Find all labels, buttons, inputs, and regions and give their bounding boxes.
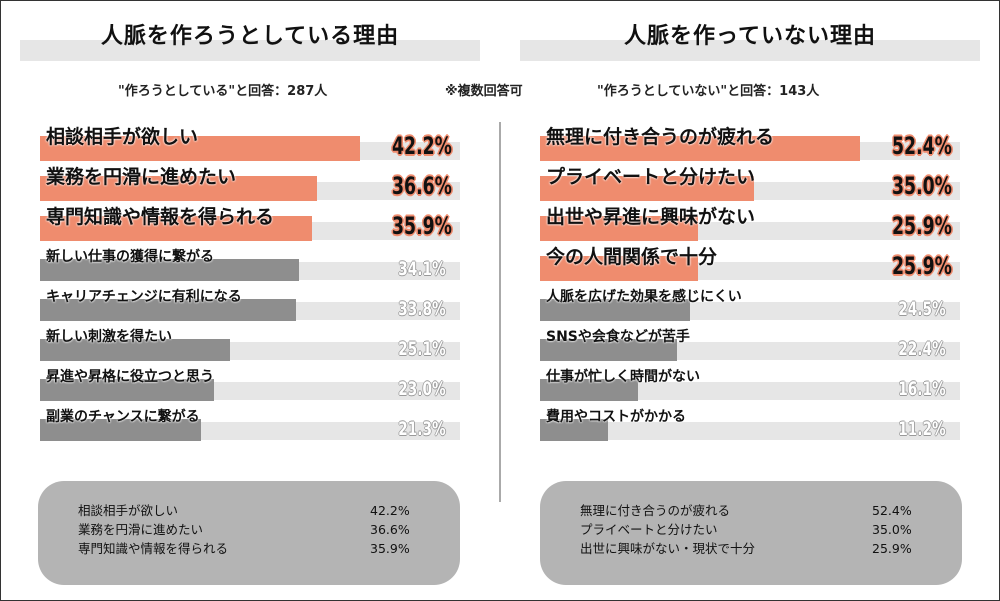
bar [40,176,318,201]
bar-category-label: 費用やコストがかかる [546,409,686,425]
bar-category-label: キャリアチェンジに有利になる [46,289,242,305]
right-summary-box: 無理に付き合うのが疲れる 52.4% プライベートと分けたい 35.0% 出世に興味… [540,481,962,585]
bar [40,216,313,241]
bar-category-label: 出世や昇進に興味がない [546,206,756,228]
left-summary-box: 相談相手が欲しい 42.2% 業務を円滑に進めたい 36.6% 専門知識や情報を得ら… [38,481,460,585]
bar [40,136,360,161]
summary-value: 35.0% [872,522,912,537]
summary-label: 無理に付き合うのが疲れる [580,503,731,518]
bar-value-label: 52.4% [892,132,952,160]
bar [540,299,690,321]
bar-category-label: 人脈を広げた効果を感じにくい [546,289,742,305]
bar-category-label: 業務を円滑に進めたい [46,166,237,188]
summary-row: 出世に興味がない・現状で十分 25.9% [580,539,922,558]
bar-value-label: 42.2% [392,132,452,160]
bar-row: 仕事が忙しく時間がない 16.1% [540,362,980,402]
bar-category-label: 専門知識や情報を得られる [46,206,275,228]
bar-value-label: 33.8% [398,298,446,320]
summary-value: 52.4% [872,503,912,518]
summary-value: 36.6% [370,522,410,537]
bar-category-label: 新しい刺激を得たい [46,329,172,345]
bar-value-label: 16.1% [898,378,946,400]
summary-label: 相談相手が欲しい [78,503,179,518]
summary-label: 業務を円滑に進めたい [78,522,204,537]
panel-divider [499,122,501,502]
summary-value: 25.9% [872,541,912,556]
bar-category-label: 仕事が忙しく時間がない [546,369,700,385]
bar [40,419,202,441]
bar-row: 費用やコストがかかる 11.2% [540,402,980,442]
bar-category-label: 相談相手が欲しい [46,126,199,148]
bar-row: 新しい仕事の獲得に繋がる 34.1% [40,242,480,282]
summary-label: 出世に興味がない・現状で十分 [580,541,756,556]
bar-value-label: 24.5% [898,298,946,320]
bar-track [540,382,960,400]
summary-label: 専門知識や情報を得られる [78,541,229,556]
bar-category-label: 新しい仕事の獲得に繋がる [46,249,214,265]
bar [40,339,231,361]
right-subtitle: "作ろうとしていない"と回答：143人 [597,84,820,99]
bar [540,256,699,281]
bar-row: 新しい刺激を得たい 25.1% [40,322,480,362]
bar [540,339,677,361]
bar-category-label: 昇進や昇格に役立つと思う [46,369,214,385]
bar-value-label: 11.2% [898,418,946,440]
right-title-band [520,40,980,61]
bar-value-label: 35.9% [392,212,452,240]
summary-value: 42.2% [370,503,410,518]
bar-row: 相談相手が欲しい 42.2% [40,122,480,162]
bar-row: 無理に付き合うのが疲れる 52.4% [540,122,980,162]
summary-row: プライベートと分けたい 35.0% [580,520,922,539]
summary-row: 専門知識や情報を得られる 35.9% [78,539,420,558]
bar-row: SNSや会食などが苦手 22.4% [540,322,980,362]
bar [40,299,297,321]
bar [540,216,699,241]
bar-row: プライベートと分けたい 35.0% [540,162,980,202]
summary-value: 35.9% [370,541,410,556]
bar-value-label: 22.4% [898,338,946,360]
summary-row: 無理に付き合うのが疲れる 52.4% [580,501,922,520]
bar-row: 業務を円滑に進めたい 36.6% [40,162,480,202]
bar [540,136,860,161]
summary-label: プライベートと分けたい [580,522,718,537]
bar-value-label: 35.0% [892,172,952,200]
bar-row: 副業のチャンスに繋がる 21.3% [40,402,480,442]
bar-category-label: 副業のチャンスに繋がる [46,409,200,425]
bar [540,176,754,201]
summary-row: 相談相手が欲しい 42.2% [78,501,420,520]
bar-value-label: 25.1% [398,338,446,360]
bar-row: 今の人間関係で十分 25.9% [540,242,980,282]
summary-row: 業務を円滑に進めたい 36.6% [78,520,420,539]
bar-value-label: 34.1% [398,258,446,280]
bar-value-label: 21.3% [398,418,446,440]
bar-row: 専門知識や情報を得られる 35.9% [40,202,480,242]
bar-value-label: 36.6% [392,172,452,200]
bar-row: 昇進や昇格に役立つと思う 23.0% [40,362,480,402]
bar-row: 人脈を広げた効果を感じにくい 24.5% [540,282,980,322]
bar-track [540,422,960,440]
bar [40,379,215,401]
bar-category-label: 無理に付き合うのが疲れる [546,126,775,148]
bar-value-label: 25.9% [892,252,952,280]
bar-category-label: SNSや会食などが苦手 [546,329,690,345]
bar [540,419,609,441]
right-title: 人脈を作っていない理由 [624,24,876,49]
left-title-band [20,40,480,61]
bar [40,259,299,281]
left-subtitle: "作ろうとしている"と回答：287人 [118,84,328,99]
bar-value-label: 23.0% [398,378,446,400]
bar-row: キャリアチェンジに有利になる 33.8% [40,282,480,322]
bar-value-label: 25.9% [892,212,952,240]
left-title: 人脈を作ろうとしている理由 [100,24,400,49]
bar-category-label: 今の人間関係で十分 [546,246,718,268]
bar-category-label: プライベートと分けたい [546,166,756,188]
bar-row: 出世や昇進に興味がない 25.9% [540,202,980,242]
note: ※複数回答可 [445,84,523,99]
bar [540,379,639,401]
